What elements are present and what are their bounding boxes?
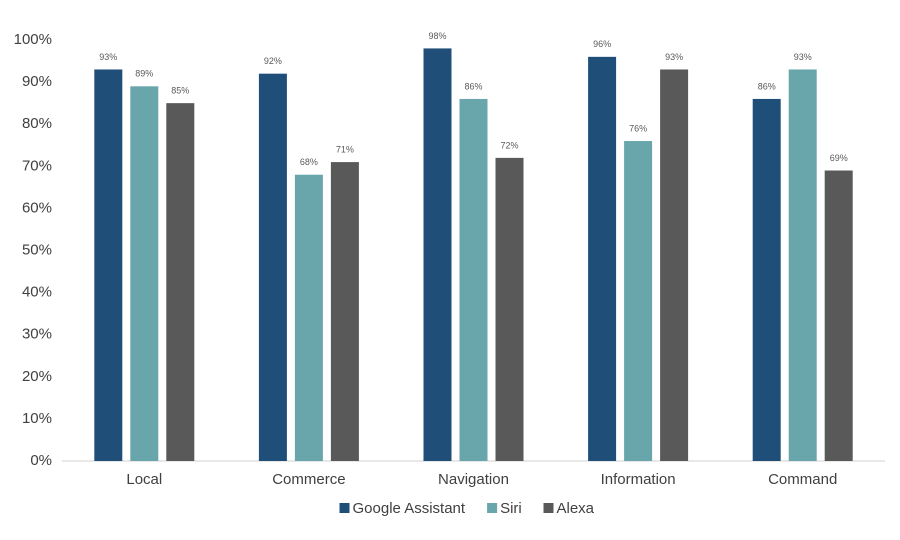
y-tick-label: 10% [22, 410, 52, 427]
x-tick-label: Navigation [438, 471, 509, 488]
y-tick-label: 60% [22, 199, 52, 216]
data-label: 86% [758, 81, 776, 91]
data-label: 92% [264, 56, 282, 66]
bar [459, 98, 488, 461]
data-label: 96% [593, 39, 611, 49]
data-label: 93% [665, 52, 683, 62]
y-tick-label: 30% [22, 326, 52, 343]
x-tick-label: Commerce [272, 471, 345, 488]
y-tick-label: 90% [22, 73, 52, 90]
bar [824, 170, 853, 461]
legend-swatch [543, 503, 554, 513]
bar [588, 56, 617, 462]
y-tick-label: 20% [22, 368, 52, 385]
legend-label: Siri [500, 500, 522, 517]
y-tick-label: 50% [22, 241, 52, 258]
bar [788, 69, 817, 461]
legend-swatch [487, 503, 498, 513]
legend-label: Alexa [557, 500, 595, 517]
legend-swatch [339, 503, 350, 513]
data-label: 69% [830, 153, 848, 163]
bar [130, 86, 159, 461]
data-label: 89% [135, 69, 153, 79]
data-label: 68% [300, 157, 318, 167]
bar [294, 174, 323, 461]
data-label: 98% [428, 31, 446, 41]
data-label: 72% [500, 140, 518, 150]
bar [660, 69, 689, 461]
bar [423, 48, 452, 462]
x-tick-label: Command [768, 471, 837, 488]
data-label: 93% [99, 52, 117, 62]
y-tick-label: 80% [22, 115, 52, 132]
bar [624, 141, 653, 462]
data-label: 71% [336, 144, 354, 154]
y-tick-label: 100% [14, 31, 52, 48]
x-tick-label: Information [601, 471, 676, 488]
x-tick-label: Local [126, 471, 162, 488]
bar [94, 69, 123, 461]
y-tick-label: 40% [22, 284, 52, 301]
bar [330, 162, 359, 461]
data-label: 76% [629, 123, 647, 133]
bar [495, 157, 524, 461]
y-tick-label: 70% [22, 157, 52, 174]
bar [752, 98, 781, 461]
data-label: 86% [464, 81, 482, 91]
bar [166, 103, 195, 462]
data-label: 85% [171, 86, 189, 96]
bar [258, 73, 287, 462]
data-label: 93% [794, 52, 812, 62]
y-tick-label: 0% [30, 452, 52, 469]
legend-label: Google Assistant [353, 500, 466, 517]
